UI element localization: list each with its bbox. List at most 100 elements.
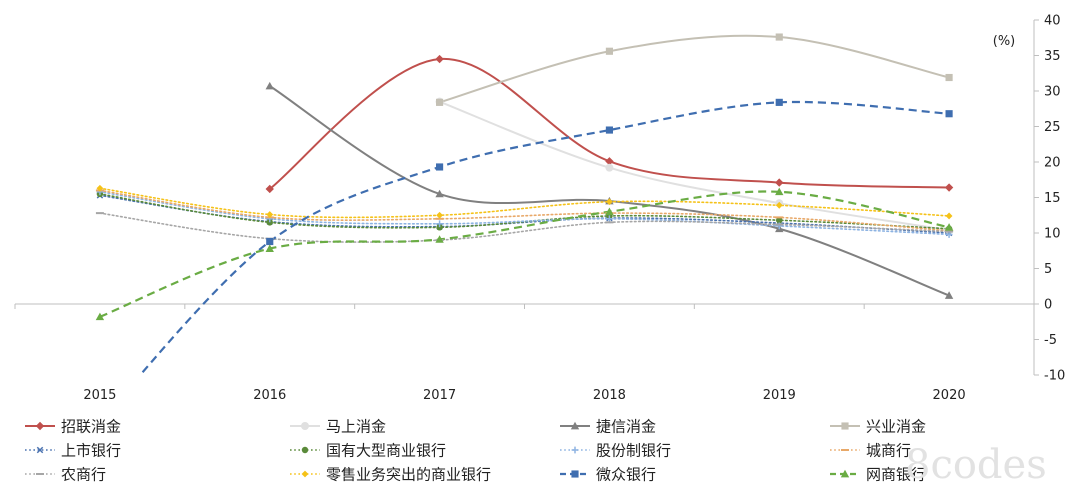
series-line-7 (99, 191, 950, 236)
legend-swatch-marker (301, 446, 309, 454)
y-axis-unit-label: (%) (993, 34, 1016, 49)
series-line-4 (439, 34, 950, 104)
legend-label: 股份制银行 (596, 442, 671, 460)
series-line-3 (269, 85, 950, 297)
legend-label: 农商行 (61, 466, 106, 484)
legend-item-9: 农商行 (25, 466, 106, 484)
legend-item-10: 零售业务突出的商业银行 (290, 466, 491, 484)
data-point-11-2017 (436, 163, 444, 171)
watermark-text: 8codes (905, 442, 1047, 488)
data-point-10-2019 (775, 201, 783, 209)
data-point-12-2015 (95, 312, 105, 321)
legend-swatch-marker (840, 469, 850, 478)
legend-item-11: 微众银行 (560, 466, 656, 484)
legend-item-1: 招联消金 (25, 418, 121, 436)
y-tick-label: 35 (1044, 49, 1061, 64)
data-point-11-2018 (605, 126, 613, 134)
data-point-4-2020 (945, 73, 953, 82)
data-point-11-2019 (775, 98, 783, 106)
data-point-10-2015 (96, 184, 104, 192)
data-point-3-2016 (265, 81, 274, 90)
data-point-1-2016 (265, 184, 274, 194)
x-tick-label: 2018 (593, 388, 626, 403)
data-point-3-2017 (435, 189, 444, 198)
legend-swatch-marker (571, 470, 579, 478)
data-point-3-2020 (944, 291, 954, 299)
legend-label: 兴业消金 (866, 418, 926, 436)
legend-swatch-marker (301, 470, 309, 478)
data-point-10-2017 (436, 211, 443, 219)
series-line-1 (269, 58, 950, 190)
data-point-10-2020 (945, 212, 953, 220)
data-point-10-2016 (266, 211, 274, 218)
data-point-1-2020 (944, 183, 954, 192)
legend-label: 网商银行 (866, 466, 926, 484)
y-tick-label: 20 (1044, 156, 1061, 171)
series-line-12 (99, 190, 950, 318)
y-tick-label: 0 (1044, 298, 1052, 313)
data-point-12-2017 (435, 235, 444, 243)
data-point-11-2016 (266, 237, 274, 246)
legend-item-4: 兴业消金 (830, 418, 926, 436)
data-point-10-2018 (606, 198, 613, 206)
data-point-4-2019 (775, 33, 783, 41)
x-tick-label: 2017 (423, 388, 456, 403)
data-point-7-2018 (606, 215, 613, 223)
series-line-11 (138, 100, 950, 375)
x-tick-label: 2020 (933, 388, 966, 403)
legend-label: 马上消金 (326, 418, 386, 436)
data-point-2-2018 (605, 163, 614, 172)
legend-label: 招联消金 (61, 418, 121, 436)
legend-swatch-marker (35, 421, 45, 431)
data-point-1-2018 (605, 157, 614, 166)
data-point-12-2016 (265, 244, 274, 252)
data-point-6-2019 (776, 216, 783, 224)
legend-item-5: 上市银行 (25, 442, 121, 460)
data-point-6-2016 (266, 219, 273, 226)
data-point-1-2019 (775, 178, 784, 187)
data-point-11-2020 (945, 110, 953, 118)
y-tick-label: 25 (1044, 120, 1061, 135)
legend-item-7: 股份制银行 (560, 442, 671, 460)
data-point-6-2017 (436, 224, 443, 231)
data-point-7-2017 (436, 220, 443, 228)
axes: -10 -5 0 5 10 15 20 25 30 35 40 2015 2016 2017 2018 201… (14, 14, 1065, 403)
y-tick-label: 30 (1044, 85, 1061, 100)
series-line-2 (439, 100, 950, 232)
series-line-5 (99, 194, 950, 234)
legend-label: 国有大型商业银行 (326, 442, 446, 460)
legend-item-12: 网商银行 (830, 466, 926, 484)
y-tick-label: 5 (1044, 262, 1052, 277)
y-tick-label: 10 (1044, 227, 1061, 242)
y-tick-label: -10 (1044, 369, 1065, 384)
data-point-4-2018 (605, 47, 613, 55)
data-point-12-2020 (944, 223, 954, 231)
data-point-12-2018 (605, 207, 614, 216)
legend-swatch-marker (570, 421, 580, 430)
legend-label: 捷信消金 (596, 418, 656, 436)
data-point-12-2019 (775, 187, 784, 196)
legend-item-6: 国有大型商业银行 (290, 442, 446, 460)
legend-swatch-marker (571, 446, 579, 454)
series-line-6 (99, 193, 950, 230)
y-tick-label: -5 (1044, 333, 1057, 348)
legend-swatch-marker (36, 446, 44, 454)
series-lines (99, 34, 950, 375)
series-line-8 (99, 189, 950, 232)
legend-swatch-marker (301, 422, 309, 430)
series-line-10 (99, 187, 950, 219)
x-tick-label: 2015 (83, 388, 116, 403)
x-tick-label: 2019 (763, 388, 796, 403)
data-point-4-2017 (436, 98, 444, 106)
legend-item-8: 城商行 (830, 442, 911, 460)
legend-swatch-marker (841, 422, 849, 430)
legend-item-3: 捷信消金 (560, 418, 656, 436)
legend-label: 微众银行 (596, 466, 656, 484)
legend-label: 零售业务突出的商业银行 (326, 466, 491, 484)
data-point-1-2017 (435, 54, 444, 64)
x-tick-label: 2016 (253, 388, 286, 403)
legend-label: 上市银行 (61, 442, 121, 460)
y-tick-label: 15 (1044, 191, 1061, 206)
